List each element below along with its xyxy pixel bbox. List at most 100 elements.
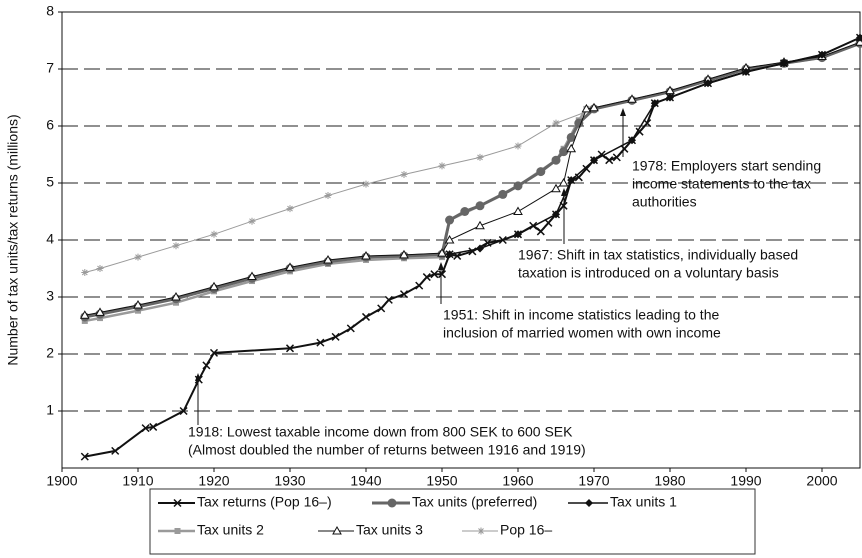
marker [779, 59, 789, 68]
marker [620, 144, 629, 153]
marker [331, 332, 340, 341]
marker [210, 230, 218, 238]
marker [551, 183, 561, 193]
x-tick-label: 1940 [350, 473, 381, 489]
marker [529, 221, 538, 230]
y-tick-label: 4 [46, 231, 54, 247]
marker [703, 79, 713, 88]
marker [79, 310, 90, 319]
y-tick-label: 6 [46, 117, 54, 133]
marker [551, 210, 561, 219]
marker [81, 268, 89, 276]
arrow-head [561, 188, 567, 196]
x-tick-label: 1960 [502, 473, 533, 489]
marker [589, 156, 599, 165]
marker [665, 93, 675, 102]
legend-label: Tax units 3 [356, 522, 423, 538]
marker [361, 312, 371, 321]
marker [361, 250, 371, 260]
marker [582, 164, 591, 173]
x-tick-label: 1950 [426, 473, 457, 489]
marker [171, 291, 181, 301]
marker [209, 281, 219, 291]
marker [552, 119, 560, 127]
marker [513, 230, 523, 239]
marker [855, 33, 862, 42]
marker [384, 295, 393, 304]
marker [173, 498, 182, 508]
marker [612, 153, 621, 162]
marker [627, 94, 637, 103]
marker [444, 234, 455, 244]
marker [80, 452, 89, 461]
marker [453, 251, 462, 260]
marker [111, 446, 120, 455]
marker [324, 192, 332, 200]
marker [551, 155, 561, 165]
x-tick-label: 1930 [274, 473, 305, 489]
marker [179, 406, 188, 416]
marker [387, 498, 397, 508]
annotation-text: 1978: Employers start sending [632, 158, 821, 174]
marker [650, 99, 659, 108]
annotation-text: 1918: Lowest taxable income down from 80… [188, 424, 573, 440]
x-tick-label: 1980 [654, 473, 685, 489]
marker [544, 218, 553, 227]
annotation-text: 1967: Shift in tax statistics, individua… [518, 247, 798, 263]
marker [468, 247, 477, 256]
marker [498, 189, 508, 199]
marker [415, 281, 424, 290]
x-tick-label: 1900 [46, 473, 77, 489]
marker [817, 50, 827, 59]
legend-label: Tax returns (Pop 16–) [197, 494, 332, 510]
marker [133, 299, 143, 309]
y-tick-label: 5 [46, 174, 54, 190]
marker [430, 270, 439, 279]
marker [362, 180, 370, 188]
marker [422, 273, 431, 282]
y-tick-label: 1 [46, 402, 54, 418]
legend-label: Pop 16– [500, 522, 552, 538]
marker [445, 215, 455, 225]
arrow-head [195, 373, 201, 381]
x-tick-label: 1920 [198, 473, 229, 489]
y-tick-label: 7 [46, 60, 54, 76]
marker [574, 173, 583, 182]
marker [513, 181, 523, 191]
marker [285, 262, 295, 271]
annotation-text: (Almost doubled the number of returns be… [188, 442, 586, 458]
marker [567, 176, 576, 185]
y-tick-label: 2 [46, 345, 54, 361]
annotation-text: income statements to the tax [632, 176, 811, 192]
marker [247, 271, 257, 280]
marker [399, 290, 409, 299]
marker [589, 102, 599, 112]
marker [346, 324, 355, 333]
marker [437, 270, 447, 279]
marker [96, 265, 104, 272]
marker [332, 525, 342, 535]
y-axis-label: Number of tax units/tax returns (million… [5, 114, 21, 365]
arrow-head [438, 262, 444, 270]
marker [316, 338, 325, 347]
marker [149, 422, 158, 431]
annotation-text: inclusion of married women with own inco… [443, 325, 721, 341]
marker [566, 143, 577, 153]
marker [248, 217, 256, 225]
marker [498, 235, 507, 245]
marker [286, 205, 294, 213]
marker [323, 254, 333, 264]
y-tick-label: 3 [46, 288, 54, 304]
marker [643, 119, 652, 128]
marker [558, 177, 569, 187]
marker [475, 201, 485, 211]
marker [285, 344, 295, 353]
annotation-text: taxation is introduced on a voluntary ba… [518, 265, 779, 281]
marker [605, 156, 614, 165]
annotation-text: authorities [632, 194, 697, 210]
x-tick-label: 1910 [122, 473, 153, 489]
marker [574, 118, 584, 128]
marker [172, 242, 180, 250]
arrow-head [620, 108, 626, 116]
marker [377, 304, 386, 313]
